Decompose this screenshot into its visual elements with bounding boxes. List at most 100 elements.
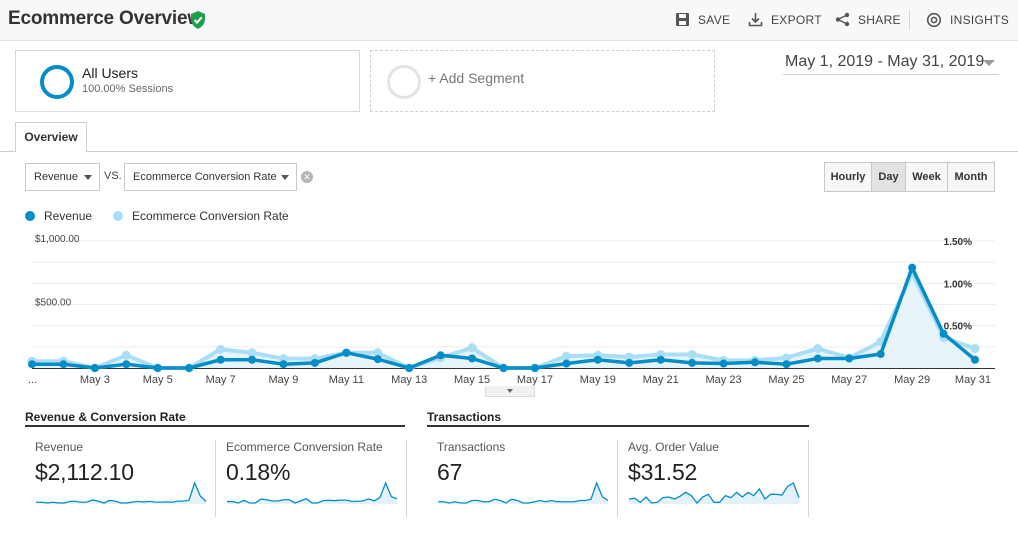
revenue-point bbox=[750, 358, 759, 367]
sparkline-line bbox=[227, 481, 398, 504]
insights-icon bbox=[926, 12, 942, 28]
x-axis-tick-label: May 17 bbox=[517, 374, 553, 386]
revenue-point bbox=[782, 360, 791, 369]
revenue-point bbox=[310, 358, 319, 367]
conversion-point bbox=[121, 350, 131, 360]
tab-overview[interactable]: Overview bbox=[15, 122, 87, 152]
y-axis-right-tick-label: 0.50% bbox=[944, 322, 972, 333]
share-label: SHARE bbox=[858, 12, 901, 27]
chevron-down-icon bbox=[84, 175, 92, 180]
revenue-point bbox=[248, 355, 257, 364]
revenue-point bbox=[845, 354, 854, 363]
y-axis-right-tick-label: 1.50% bbox=[944, 237, 972, 248]
legend-conversion[interactable]: Ecommerce Conversion Rate bbox=[113, 209, 289, 223]
revenue-point bbox=[499, 364, 508, 372]
scorecard-label: Ecommerce Conversion Rate bbox=[226, 440, 383, 454]
clear-comparison-icon[interactable]: ✕ bbox=[301, 171, 313, 183]
granularity-hourly-button[interactable]: Hourly bbox=[824, 162, 872, 192]
revenue-point bbox=[530, 364, 539, 372]
export-label: EXPORT bbox=[771, 12, 822, 27]
revenue-point bbox=[216, 355, 225, 364]
report-header: Ecommerce Overview SAVE EXPORT bbox=[0, 0, 1018, 41]
sparkline bbox=[227, 481, 398, 504]
conversion-point bbox=[781, 353, 791, 363]
legend-conversion-label: Ecommerce Conversion Rate bbox=[132, 209, 289, 223]
sparkline-area bbox=[629, 483, 799, 504]
export-button[interactable]: EXPORT bbox=[748, 12, 822, 27]
x-axis-tick-label: May 27 bbox=[831, 374, 867, 386]
date-range-picker[interactable]: May 1, 2019 - May 31, 2019 bbox=[783, 52, 999, 75]
chevron-down-icon bbox=[983, 60, 995, 66]
legend-revenue-label: Revenue bbox=[44, 209, 93, 223]
revenue-point bbox=[405, 364, 414, 372]
granularity-month-button[interactable]: Month bbox=[947, 162, 995, 192]
segment-all-users[interactable]: All Users 100.00% Sessions bbox=[15, 50, 360, 112]
line-chart: $1,000.00 $500.00 1.50% 1.00% 0.50%... May 3 M… bbox=[27, 234, 995, 386]
scorecard-group-revenue-title: Revenue & Conversion Rate bbox=[25, 410, 186, 424]
revenue-point bbox=[876, 350, 885, 359]
scorecard-value: $2,112.10 bbox=[35, 459, 134, 485]
scorecard-value: 0.18% bbox=[226, 459, 291, 485]
revenue-point bbox=[122, 360, 131, 369]
sparkline bbox=[628, 482, 800, 504]
save-label: SAVE bbox=[698, 12, 731, 27]
secondary-metric-dropdown[interactable]: Ecommerce Conversion Rate bbox=[124, 163, 297, 191]
scorecard-avg-order-value[interactable]: Avg. Order Value $31.52 bbox=[618, 437, 808, 517]
y-axis-right-tick-label: 1.00% bbox=[944, 279, 972, 290]
page-title: Ecommerce Overview bbox=[8, 8, 202, 29]
revenue-point bbox=[688, 358, 697, 367]
scorecard-value: 67 bbox=[437, 459, 463, 485]
granularity-week-button[interactable]: Week bbox=[905, 162, 948, 192]
scorecard-divider bbox=[215, 440, 216, 517]
share-button[interactable]: SHARE bbox=[835, 12, 901, 27]
save-button[interactable]: SAVE bbox=[675, 12, 730, 27]
scorecard-group-transactions-rule bbox=[427, 425, 809, 427]
scorecard-transactions[interactable]: Transactions 67 bbox=[427, 437, 617, 517]
conversion-point bbox=[970, 344, 980, 354]
revenue-point bbox=[279, 360, 288, 369]
scorecard-revenue[interactable]: Revenue $2,112.10 bbox=[25, 437, 215, 517]
sparkline-line bbox=[36, 481, 207, 504]
primary-metric-label: Revenue bbox=[34, 171, 79, 183]
revenue-point bbox=[468, 354, 477, 363]
revenue-point bbox=[342, 348, 351, 357]
tab-divider bbox=[0, 151, 1018, 152]
conversion-point bbox=[216, 344, 226, 354]
x-axis-tick-label: May 7 bbox=[206, 374, 236, 386]
primary-metric-dropdown[interactable]: Revenue bbox=[25, 163, 100, 191]
scorecard-group-transactions-title: Transactions bbox=[427, 410, 502, 424]
scorecard-label: Revenue bbox=[35, 440, 84, 454]
segment-name: All Users bbox=[82, 65, 139, 81]
scorecard-value: $31.52 bbox=[628, 459, 698, 485]
segment-color-ring-icon bbox=[40, 65, 74, 99]
scorecard-divider bbox=[808, 440, 809, 517]
chevron-down-icon bbox=[281, 175, 289, 180]
revenue-point bbox=[719, 359, 728, 368]
scorecard-divider bbox=[617, 440, 618, 517]
scorecard-divider bbox=[406, 440, 407, 517]
sparkline-area bbox=[36, 483, 206, 504]
x-axis-tick-label: May 25 bbox=[768, 374, 804, 386]
verified-shield-icon bbox=[191, 11, 205, 29]
sparkline bbox=[36, 481, 207, 504]
revenue-point bbox=[813, 354, 822, 363]
granularity-day-button[interactable]: Day bbox=[871, 162, 906, 192]
scorecard-label: Avg. Order Value bbox=[628, 440, 719, 454]
vs-label: VS. bbox=[104, 170, 122, 182]
scorecard-group-revenue-rule bbox=[25, 425, 405, 427]
conversion-series-line bbox=[32, 271, 976, 370]
export-icon bbox=[748, 13, 763, 27]
conversion-point bbox=[467, 343, 477, 353]
legend-revenue[interactable]: Revenue bbox=[25, 209, 92, 223]
revenue-point bbox=[971, 355, 979, 364]
revenue-point bbox=[185, 364, 194, 372]
conversion-point bbox=[624, 352, 634, 362]
conversion-point bbox=[813, 344, 823, 354]
x-axis-tick-label: May 15 bbox=[454, 374, 490, 386]
insights-button[interactable]: INSIGHTS bbox=[926, 12, 1009, 28]
revenue-point bbox=[939, 329, 948, 338]
chart-expand-handle[interactable] bbox=[485, 386, 535, 397]
add-segment-button[interactable]: + Add Segment bbox=[370, 50, 715, 112]
scorecard-conversion-rate[interactable]: Ecommerce Conversion Rate 0.18% bbox=[216, 437, 406, 517]
